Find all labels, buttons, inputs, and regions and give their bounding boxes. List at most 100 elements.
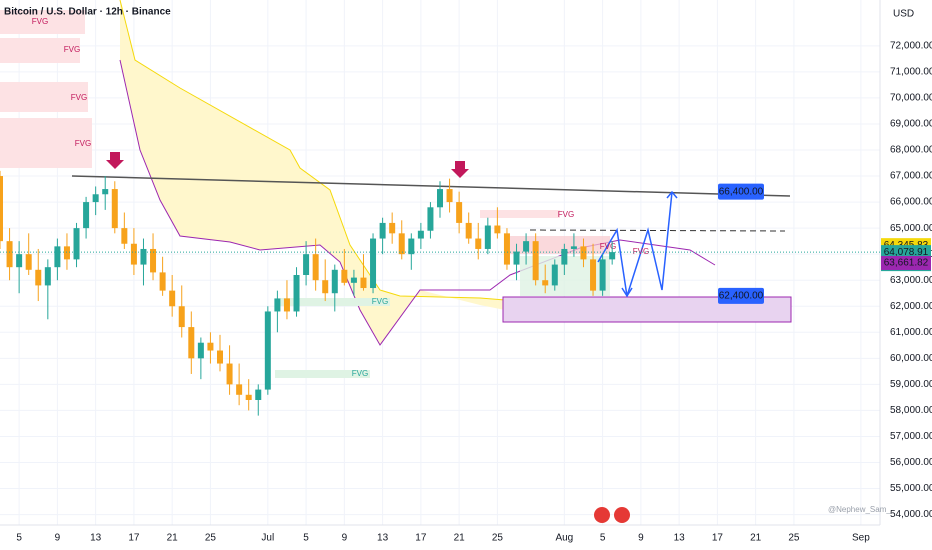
candle-body bbox=[408, 238, 415, 255]
y-tick-label: 60,000.00 bbox=[890, 353, 932, 364]
candle-body bbox=[331, 269, 338, 294]
candle-body bbox=[274, 298, 281, 312]
candle-body bbox=[389, 222, 396, 234]
candle-body bbox=[150, 248, 157, 273]
candle-body bbox=[6, 241, 13, 268]
candle-body bbox=[503, 233, 510, 265]
x-tick-label: 17 bbox=[128, 533, 140, 544]
x-tick-label: 17 bbox=[415, 533, 427, 544]
candle-body bbox=[245, 394, 252, 400]
fvg-zone bbox=[480, 210, 560, 218]
y-tick-label: 57,000.00 bbox=[890, 431, 932, 442]
candle-body bbox=[542, 280, 549, 286]
x-tick-label: 25 bbox=[205, 533, 217, 544]
x-tick-label: 25 bbox=[492, 533, 504, 544]
y-tick-label: 70,000.00 bbox=[890, 93, 932, 104]
cloud bbox=[120, 0, 505, 345]
event-icon bbox=[614, 507, 630, 523]
level-label: 66,400.00 bbox=[719, 186, 764, 197]
candle-body bbox=[217, 350, 223, 364]
y-tick-label: 59,000.00 bbox=[890, 379, 932, 390]
watermark: @Nephew_Sam_ bbox=[828, 505, 891, 514]
y-tick-label: 61,000.00 bbox=[890, 327, 932, 338]
candle-body bbox=[303, 254, 310, 275]
y-tick-label: 56,000.00 bbox=[890, 457, 932, 468]
event-icon bbox=[594, 507, 610, 523]
annotation: FVG bbox=[600, 242, 616, 251]
x-tick-label: 9 bbox=[55, 533, 61, 544]
price-tag bbox=[881, 245, 931, 260]
arrow-head bbox=[621, 190, 678, 298]
candle-body bbox=[44, 267, 51, 286]
marker-arrow bbox=[106, 152, 124, 169]
candle-body bbox=[169, 290, 176, 307]
y-tick-label: 68,000.00 bbox=[890, 145, 932, 156]
level-tag bbox=[718, 183, 764, 200]
y-tick-label: 55,000.00 bbox=[890, 483, 932, 494]
y-tick-label: 67,000.00 bbox=[890, 171, 932, 182]
candle-body bbox=[360, 277, 367, 289]
candle-body bbox=[0, 176, 3, 242]
x-tick-label: 13 bbox=[377, 533, 389, 544]
candle-body bbox=[465, 222, 472, 239]
candle-body bbox=[494, 225, 501, 234]
candle-body bbox=[427, 207, 434, 231]
annotation: FVG bbox=[75, 139, 91, 148]
candle-body bbox=[293, 275, 300, 312]
annotation: FVG bbox=[558, 210, 574, 219]
candle-body bbox=[35, 269, 42, 286]
price-tag bbox=[881, 255, 931, 270]
x-tick-label: 17 bbox=[712, 533, 724, 544]
candle-body bbox=[417, 230, 424, 239]
y-tick-label: 58,000.00 bbox=[890, 405, 932, 416]
candle-body bbox=[121, 228, 128, 244]
level-label: 62,400.00 bbox=[719, 290, 764, 301]
candle-body bbox=[551, 264, 558, 286]
annotation: FVG bbox=[352, 369, 368, 378]
annotation: FVG bbox=[32, 17, 48, 26]
x-tick-label: 13 bbox=[674, 533, 686, 544]
candle-body bbox=[283, 298, 290, 312]
candle-body bbox=[590, 259, 597, 291]
candle-body bbox=[16, 254, 23, 268]
price-axis bbox=[880, 0, 932, 550]
candle-body bbox=[102, 189, 109, 195]
cloud-edge bbox=[119, 0, 506, 301]
candle-body bbox=[25, 254, 32, 270]
annotation: FVG bbox=[71, 93, 87, 102]
y-tick-label: 63,000.00 bbox=[890, 275, 932, 286]
candle-body bbox=[350, 277, 357, 283]
candle-body bbox=[83, 202, 90, 229]
candle-body bbox=[437, 189, 443, 208]
candle-body bbox=[446, 189, 453, 203]
projection bbox=[597, 191, 673, 297]
candle-body bbox=[73, 228, 80, 260]
y-tick-label: 72,000.00 bbox=[890, 40, 932, 51]
fvg-zone bbox=[0, 82, 88, 112]
fvg-zone bbox=[275, 370, 370, 378]
candle-body bbox=[312, 254, 319, 281]
candle-body bbox=[226, 363, 233, 385]
candle-body bbox=[609, 252, 616, 260]
fvg-zone bbox=[0, 10, 85, 34]
candle-body bbox=[197, 342, 204, 359]
candle-body bbox=[341, 269, 348, 283]
candle-body bbox=[63, 246, 70, 260]
candle-body bbox=[264, 311, 271, 390]
price-tag-label: 64,078.91 bbox=[884, 247, 929, 258]
candle-body bbox=[236, 384, 243, 395]
x-tick-label: 21 bbox=[454, 533, 466, 544]
x-tick-label: 5 bbox=[600, 533, 606, 544]
candle-body bbox=[111, 189, 118, 229]
candles bbox=[0, 170, 616, 416]
fvg-zone bbox=[0, 118, 92, 168]
x-tick-label: 21 bbox=[167, 533, 179, 544]
x-tick-label: 5 bbox=[303, 533, 309, 544]
y-tick-label: 71,000.00 bbox=[890, 67, 932, 78]
x-tick-label: 9 bbox=[342, 533, 348, 544]
trend-line bbox=[71, 175, 791, 197]
level-tag bbox=[718, 287, 764, 304]
fvg-zone bbox=[0, 38, 80, 63]
